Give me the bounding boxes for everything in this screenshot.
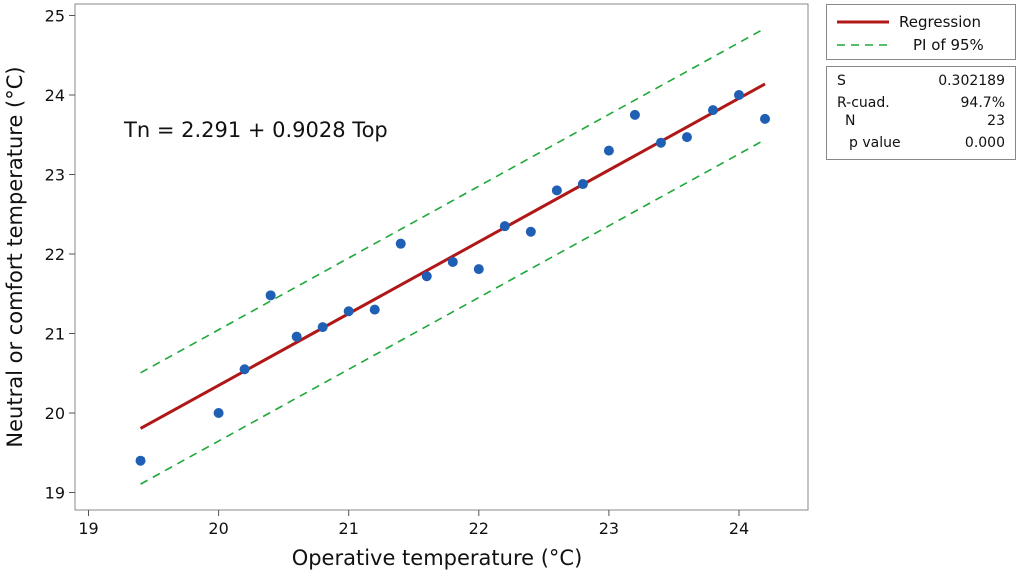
stat-value: 0.302189 <box>938 73 1005 89</box>
stat-label: S <box>837 73 846 89</box>
legend-item-regression: Regression <box>827 11 1015 33</box>
stat-value: 23 <box>987 113 1005 129</box>
pi-lower-line <box>140 138 766 485</box>
stat-label: N <box>845 113 856 129</box>
data-point <box>395 238 406 249</box>
stat-value: 94.7% <box>960 95 1005 111</box>
data-point <box>291 331 302 342</box>
data-point <box>499 221 510 232</box>
x-tick-label: 24 <box>729 519 749 538</box>
y-tick-label: 24 <box>45 86 65 105</box>
x-tick-label: 20 <box>208 519 228 538</box>
x-axis: 19 20 21 22 23 24 <box>78 510 749 538</box>
pi-upper-line <box>140 27 766 374</box>
data-point <box>317 322 328 333</box>
data-point <box>655 137 666 148</box>
data-point <box>369 304 380 315</box>
stat-value: 0.000 <box>964 135 1005 151</box>
pi-line-swatch <box>837 44 889 46</box>
y-axis-label: Neutral or comfort temperature (°C) <box>3 66 27 447</box>
data-point <box>577 179 588 190</box>
y-tick-label: 22 <box>45 245 65 264</box>
stat-row-n: N 23 <box>827 113 1015 133</box>
data-point <box>681 132 692 143</box>
y-tick-label: 21 <box>45 325 65 344</box>
legend-item-pi: PI of 95% <box>827 34 1015 56</box>
y-tick-label: 23 <box>45 166 65 185</box>
data-point <box>760 113 771 124</box>
regression-line-swatch <box>837 20 889 24</box>
data-points <box>135 90 771 466</box>
legend-pi-label: PI of 95% <box>913 36 984 54</box>
y-tick-label: 25 <box>45 7 65 26</box>
stat-label: p value <box>849 135 901 151</box>
data-point <box>239 364 250 375</box>
x-tick-label: 22 <box>469 519 489 538</box>
y-axis: 19 20 21 22 23 24 25 <box>45 7 75 503</box>
legend-regression-label: Regression <box>899 13 982 31</box>
data-point <box>135 455 146 466</box>
stat-label: R-cuad. <box>837 95 890 111</box>
data-point <box>343 306 354 317</box>
data-point <box>525 226 536 237</box>
y-tick-label: 20 <box>45 404 65 423</box>
data-point <box>447 256 458 267</box>
data-point <box>213 408 224 418</box>
statistics-box: S 0.302189 R-cuad. 94.7% N 23 p value 0.… <box>826 66 1016 160</box>
data-point <box>603 145 614 156</box>
plot-area <box>74 3 809 511</box>
stat-row-r-cuad: R-cuad. 94.7% <box>827 95 1015 115</box>
x-axis-label: Operative temperature (°C) <box>292 546 583 570</box>
data-point <box>551 185 562 196</box>
legend: Regression PI of 95% <box>826 4 1016 60</box>
data-point <box>473 264 484 275</box>
data-point <box>707 105 718 116</box>
stat-row-p-value: p value 0.000 <box>827 135 1015 155</box>
prediction-interval-lines <box>140 27 766 485</box>
y-tick-label: 19 <box>45 484 65 503</box>
x-tick-label: 23 <box>599 519 619 538</box>
data-point <box>265 290 276 301</box>
x-tick-label: 19 <box>78 519 98 538</box>
data-point <box>421 271 432 282</box>
regression-equation: Tn = 2.291 + 0.9028 Top <box>123 118 388 142</box>
x-tick-label: 21 <box>339 519 359 538</box>
stat-row-s: S 0.302189 <box>827 73 1015 93</box>
data-point <box>629 109 640 120</box>
data-point <box>734 90 744 100</box>
